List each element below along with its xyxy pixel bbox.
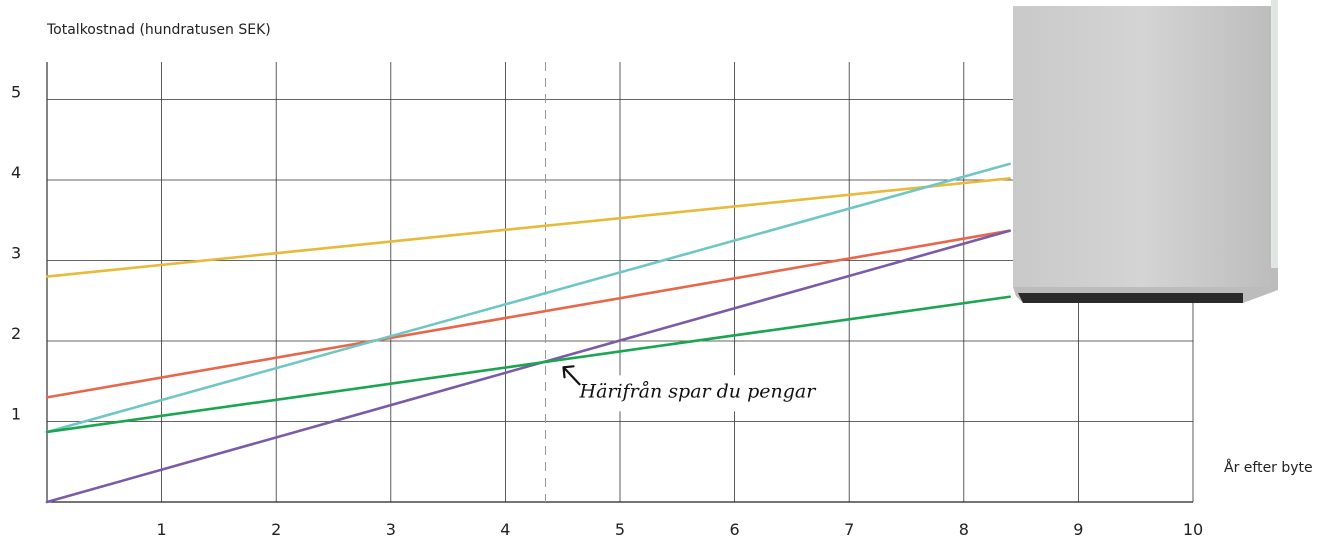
x-tick-label: 5 xyxy=(615,520,625,539)
x-tick-label: 8 xyxy=(959,520,969,539)
series-line-5 xyxy=(45,295,1011,434)
x-tick-label: 6 xyxy=(730,520,740,539)
x-axis-title: År efter byte xyxy=(1224,459,1313,476)
series-line-2 xyxy=(45,229,1011,399)
x-tick-label: 10 xyxy=(1183,520,1203,539)
series-line-3 xyxy=(45,162,1011,434)
series-line-1 xyxy=(45,177,1011,278)
heat-pump-unit-image xyxy=(1013,0,1278,303)
series-lines xyxy=(45,162,1011,504)
x-tick-label: 1 xyxy=(157,520,167,539)
x-tick-label: 4 xyxy=(500,520,510,539)
y-tick-label: 4 xyxy=(11,163,21,182)
series-line-4 xyxy=(45,229,1011,504)
y-tick-label: 3 xyxy=(11,244,21,263)
y-axis-title: Totalkostnad (hundratusen SEK) xyxy=(46,22,271,38)
annotation-background xyxy=(573,375,806,412)
annotation: Härifrån spar du pengar xyxy=(562,365,818,412)
arrow-icon xyxy=(562,365,581,386)
x-tick-label: 9 xyxy=(1073,520,1083,539)
annotation-text: Härifrån spar du pengar xyxy=(579,380,818,402)
x-tick-label: 7 xyxy=(844,520,854,539)
y-tick-labels: 1 2 3 4 5 xyxy=(11,83,21,424)
x-tick-label: 3 xyxy=(386,520,396,539)
y-tick-label: 2 xyxy=(11,324,21,343)
y-tick-label: 5 xyxy=(11,83,21,102)
x-tick-label: 2 xyxy=(271,520,281,539)
x-tick-labels: 1 2 3 4 5 6 7 8 9 10 xyxy=(157,520,1204,539)
y-tick-label: 1 xyxy=(11,405,21,424)
